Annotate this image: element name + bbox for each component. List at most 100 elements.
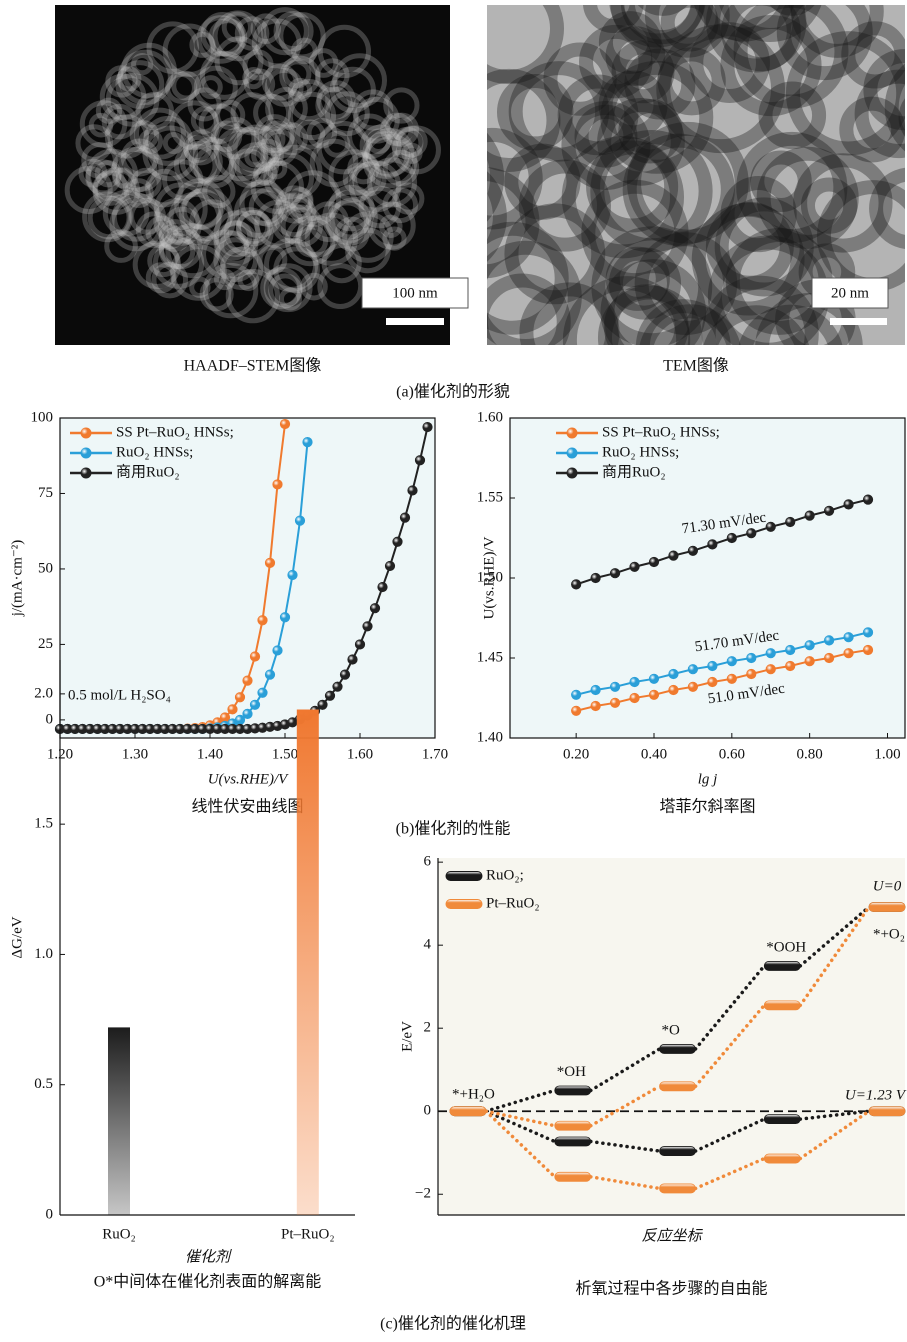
data-point bbox=[630, 693, 640, 703]
energy-level bbox=[450, 1107, 486, 1116]
data-point bbox=[785, 661, 795, 671]
x-axis-label: 催化剂 bbox=[185, 1248, 232, 1265]
data-point bbox=[766, 648, 776, 658]
x-tick-label: 1.50 bbox=[272, 746, 298, 762]
y-tick-label: 0.5 bbox=[34, 1076, 53, 1092]
data-point bbox=[258, 688, 268, 698]
x-tick-label: 1.40 bbox=[197, 746, 223, 762]
energy-level bbox=[555, 1121, 591, 1130]
legend-label: RuO₂ HNSs; bbox=[602, 444, 679, 460]
image-caption: HAADF–STEM图像 bbox=[184, 357, 322, 375]
data-point bbox=[863, 495, 873, 505]
data-point bbox=[571, 580, 581, 590]
data-point bbox=[805, 640, 815, 650]
legend-marker bbox=[567, 428, 578, 439]
data-point bbox=[630, 562, 640, 572]
state-label: *OH bbox=[557, 1064, 586, 1080]
data-point bbox=[408, 486, 418, 496]
data-point bbox=[630, 677, 640, 687]
x-tick-label: 1.30 bbox=[122, 746, 148, 762]
y-tick-label: −2 bbox=[415, 1186, 431, 1202]
data-point bbox=[273, 480, 283, 490]
page: { "images": [{"scale_label": "100 nm", "… bbox=[0, 0, 907, 1342]
data-point bbox=[415, 455, 425, 465]
data-point bbox=[669, 551, 679, 561]
legend-marker bbox=[567, 468, 578, 479]
scale-label: 20 nm bbox=[831, 285, 869, 301]
section-caption: (c)催化剂的催化机理 bbox=[380, 1315, 526, 1333]
legend-label: Pt–RuO₂ bbox=[486, 895, 540, 911]
data-point bbox=[571, 706, 581, 716]
data-point bbox=[746, 528, 756, 538]
legend-swatch bbox=[446, 872, 482, 881]
data-point bbox=[766, 522, 776, 532]
legend-label: RuO₂ HNSs; bbox=[116, 444, 193, 460]
data-point bbox=[370, 603, 380, 613]
x-tick-label: 1.60 bbox=[347, 746, 373, 762]
energy-level bbox=[660, 1147, 696, 1156]
state-label: *OOH bbox=[766, 939, 806, 955]
chart-caption: 析氧过程中各步骤的自由能 bbox=[575, 1280, 767, 1298]
legend-marker bbox=[81, 428, 92, 439]
y-tick-label: 25 bbox=[38, 636, 53, 652]
data-point bbox=[303, 437, 313, 447]
data-point bbox=[863, 628, 873, 638]
data-point bbox=[669, 685, 679, 695]
energy-level bbox=[764, 1115, 800, 1124]
data-point bbox=[250, 700, 260, 710]
data-point bbox=[280, 419, 290, 429]
x-tick-label: 0.40 bbox=[641, 746, 667, 762]
y-tick-label: 50 bbox=[38, 560, 53, 576]
x-tick-label: 1.70 bbox=[422, 746, 448, 762]
data-point bbox=[708, 540, 718, 550]
y-tick-label: 1.55 bbox=[477, 489, 503, 505]
legend-marker bbox=[81, 448, 92, 459]
data-point bbox=[824, 506, 834, 516]
data-point bbox=[688, 664, 698, 674]
legend-label: SS Pt–RuO₂ HNSs; bbox=[116, 424, 234, 440]
y-axis-label: E/eV bbox=[399, 1021, 415, 1052]
data-point bbox=[385, 561, 395, 571]
data-point bbox=[423, 422, 433, 432]
data-point bbox=[280, 612, 290, 622]
x-axis-label: 反应坐标 bbox=[641, 1227, 703, 1244]
y-tick-label: 1.60 bbox=[477, 409, 503, 425]
legend-swatch bbox=[446, 900, 482, 909]
data-point bbox=[243, 676, 253, 686]
data-point bbox=[727, 533, 737, 543]
data-point bbox=[727, 674, 737, 684]
data-point bbox=[250, 652, 260, 662]
x-tick-label: 0.60 bbox=[719, 746, 745, 762]
data-point bbox=[669, 669, 679, 679]
y-tick-label: 100 bbox=[31, 409, 54, 425]
y-tick-label: 0 bbox=[46, 711, 54, 727]
y-tick-label: 1.0 bbox=[34, 946, 53, 962]
data-point bbox=[273, 646, 283, 656]
data-point bbox=[591, 701, 601, 711]
y-tick-label: 2 bbox=[424, 1020, 432, 1036]
data-point bbox=[235, 692, 245, 702]
data-point bbox=[610, 698, 620, 708]
legend-marker bbox=[567, 448, 578, 459]
chart-caption: 塔菲尔斜率图 bbox=[659, 798, 755, 816]
state-label: *+H₂O bbox=[452, 1087, 495, 1103]
y-axis-label: ΔG/eV bbox=[9, 916, 25, 958]
image-caption: TEM图像 bbox=[663, 357, 729, 375]
y-tick-label: 75 bbox=[38, 485, 53, 501]
energy-level bbox=[660, 1184, 696, 1193]
section-caption: (b)催化剂的性能 bbox=[396, 820, 511, 838]
energy-level bbox=[764, 1154, 800, 1163]
y-axis-label: U(vs.RHE)/V bbox=[481, 536, 497, 619]
data-point bbox=[265, 670, 275, 680]
data-point bbox=[265, 558, 275, 568]
state-label: *O bbox=[662, 1022, 681, 1038]
x-tick-label: 1.00 bbox=[874, 746, 900, 762]
data-point bbox=[844, 500, 854, 510]
data-point bbox=[363, 622, 373, 632]
data-point bbox=[318, 700, 328, 710]
data-point bbox=[649, 557, 659, 567]
data-point bbox=[228, 705, 238, 715]
x-axis-label: U(vs.RHE)/V bbox=[208, 771, 289, 787]
data-point bbox=[258, 615, 268, 625]
data-point bbox=[805, 511, 815, 521]
